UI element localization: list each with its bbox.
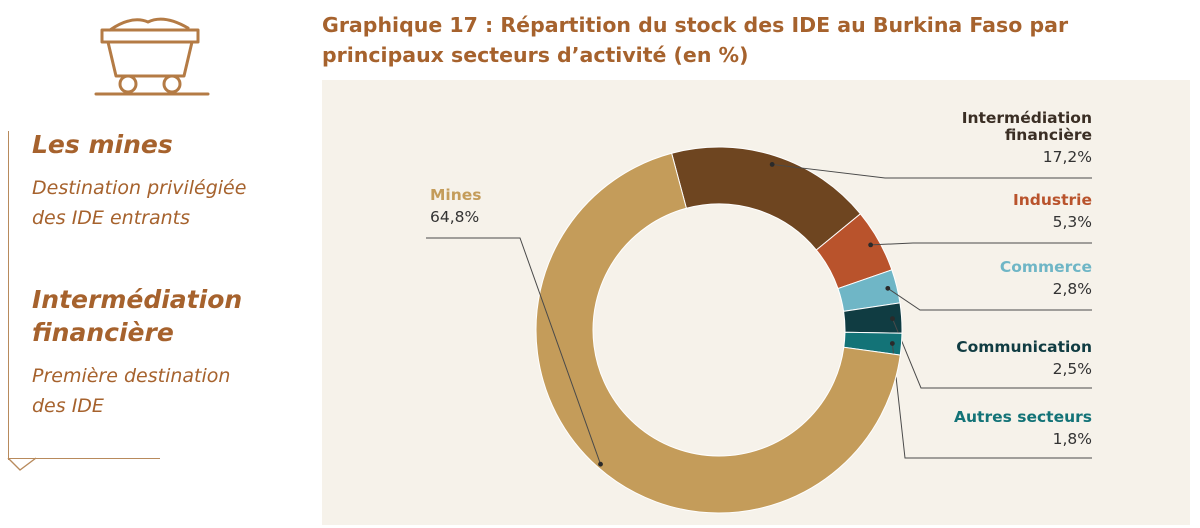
highlight-finance-heading-line-2: financière xyxy=(32,318,174,347)
leader-dot-communication xyxy=(890,316,895,322)
slice-value-autres-secteurs: 1,8% xyxy=(1053,430,1092,448)
leader-line-industrie xyxy=(870,242,1092,246)
chart-title-line-2: principaux secteurs d’activité (en %) xyxy=(322,43,749,67)
highlight-mines-description-line-2: des IDE entrants xyxy=(32,207,190,229)
slice-label-mines: Mines xyxy=(430,186,482,204)
sidebar-rule xyxy=(8,131,9,460)
leader-dot-industrie xyxy=(868,242,874,248)
slice-label-intermediation-financiere-line-2: financière xyxy=(1005,126,1092,144)
slice-label-communication: Communication xyxy=(956,338,1092,356)
slice-value-mines: 64,8% xyxy=(430,208,479,226)
leader-dot-intermediation-financiere xyxy=(769,162,775,167)
leader-line-mines xyxy=(426,237,601,465)
sidebar-base-line xyxy=(8,458,160,459)
leader-dot-commerce xyxy=(885,285,891,291)
leader-line-intermediation-financiere xyxy=(772,163,1092,179)
slice-value-communication: 2,5% xyxy=(1053,360,1092,378)
slice-value-intermediation-financiere: 17,2% xyxy=(1043,148,1092,166)
sidebar-corner-mark xyxy=(7,457,37,471)
mine-cart-icon xyxy=(94,17,210,96)
slice-label-intermediation-financiere-line-1: Intermédiation xyxy=(962,109,1092,127)
slice-value-commerce: 2,8% xyxy=(1053,280,1092,298)
leader-dot-mines xyxy=(598,461,603,467)
highlight-finance-description-line-2: des IDE xyxy=(32,395,104,417)
highlight-finance-description-line-1: Première destination xyxy=(32,365,231,387)
highlight-mines-heading: Les mines xyxy=(32,130,173,159)
slice-label-industrie: Industrie xyxy=(1013,191,1092,209)
slice-intermediation-financiere xyxy=(671,146,862,251)
leader-line-commerce xyxy=(887,287,1092,311)
slice-label-autres-secteurs: Autres secteurs xyxy=(954,408,1092,426)
leader-dot-autres-secteurs xyxy=(889,341,895,346)
chart-title: Graphique 17 : Répartition du stock des … xyxy=(322,10,1162,70)
leader-line-autres-secteurs xyxy=(891,343,1092,459)
highlight-mines-description-line-1: Destination privilégiée xyxy=(32,177,247,199)
slice-label-commerce: Commerce xyxy=(1000,258,1092,276)
highlight-finance-heading-line-1: Intermédiation xyxy=(32,285,243,314)
slice-mines xyxy=(535,152,901,514)
slice-value-industrie: 5,3% xyxy=(1053,213,1092,231)
chart-title-line-1: Graphique 17 : Répartition du stock des … xyxy=(322,13,1069,37)
